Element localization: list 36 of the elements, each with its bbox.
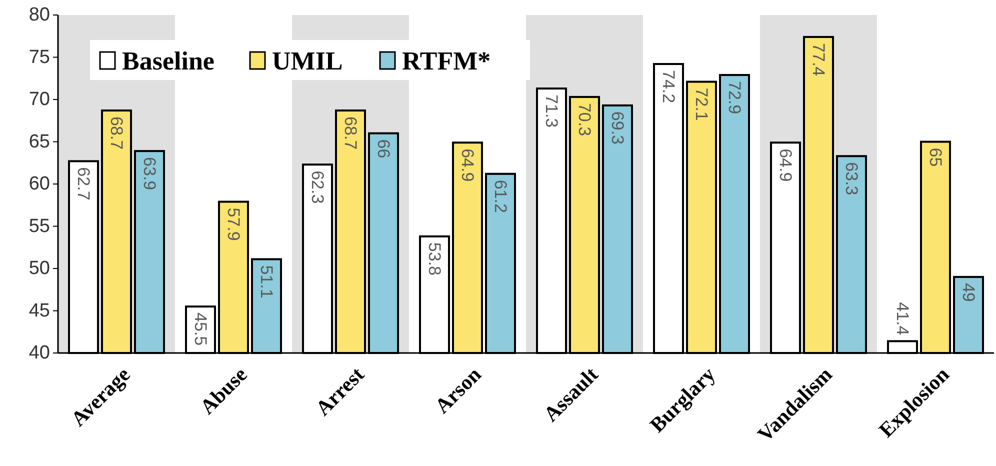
y-tick-label: 75 xyxy=(28,46,50,68)
data-label: 70.3 xyxy=(575,102,594,136)
y-tick-label: 45 xyxy=(28,300,50,322)
data-label: 53.8 xyxy=(425,242,444,276)
data-label: 65 xyxy=(926,148,945,167)
data-label: 64.9 xyxy=(458,148,477,182)
y-tick-label: 40 xyxy=(28,342,50,364)
y-tick-label: 50 xyxy=(28,258,50,279)
data-label: 62.7 xyxy=(74,167,93,200)
data-label: 69.3 xyxy=(608,111,627,145)
data-label: 64.9 xyxy=(776,148,795,182)
data-label: 49 xyxy=(959,282,978,302)
data-label: 57.9 xyxy=(224,208,243,241)
data-label: 41.4 xyxy=(893,302,912,336)
data-label: 63.9 xyxy=(140,157,159,190)
y-tick-label: 80 xyxy=(28,4,50,26)
data-label: 72.1 xyxy=(692,88,711,121)
data-label: 71.3 xyxy=(542,94,561,128)
data-label: 45.5 xyxy=(191,312,210,346)
y-tick-label: 70 xyxy=(28,89,50,110)
legend-label: RTFM* xyxy=(402,46,491,76)
y-tick-label: 55 xyxy=(28,216,50,237)
data-label: 72.9 xyxy=(725,80,744,114)
data-label: 74.2 xyxy=(659,70,678,104)
legend-label: UMIL xyxy=(272,46,343,76)
y-tick-label: 60 xyxy=(28,174,50,194)
data-label: 51.1 xyxy=(257,265,276,298)
data-label: 62.3 xyxy=(308,170,327,204)
legend-label: Baseline xyxy=(122,46,214,76)
data-label: 63.3 xyxy=(842,162,861,196)
data-label: 61.2 xyxy=(491,180,510,213)
data-label: 68.7 xyxy=(107,116,126,150)
data-label: 68.7 xyxy=(341,116,360,150)
data-label: 66 xyxy=(374,139,393,158)
y-tick-label: 65 xyxy=(28,131,50,152)
data-label: 77.4 xyxy=(809,42,828,76)
